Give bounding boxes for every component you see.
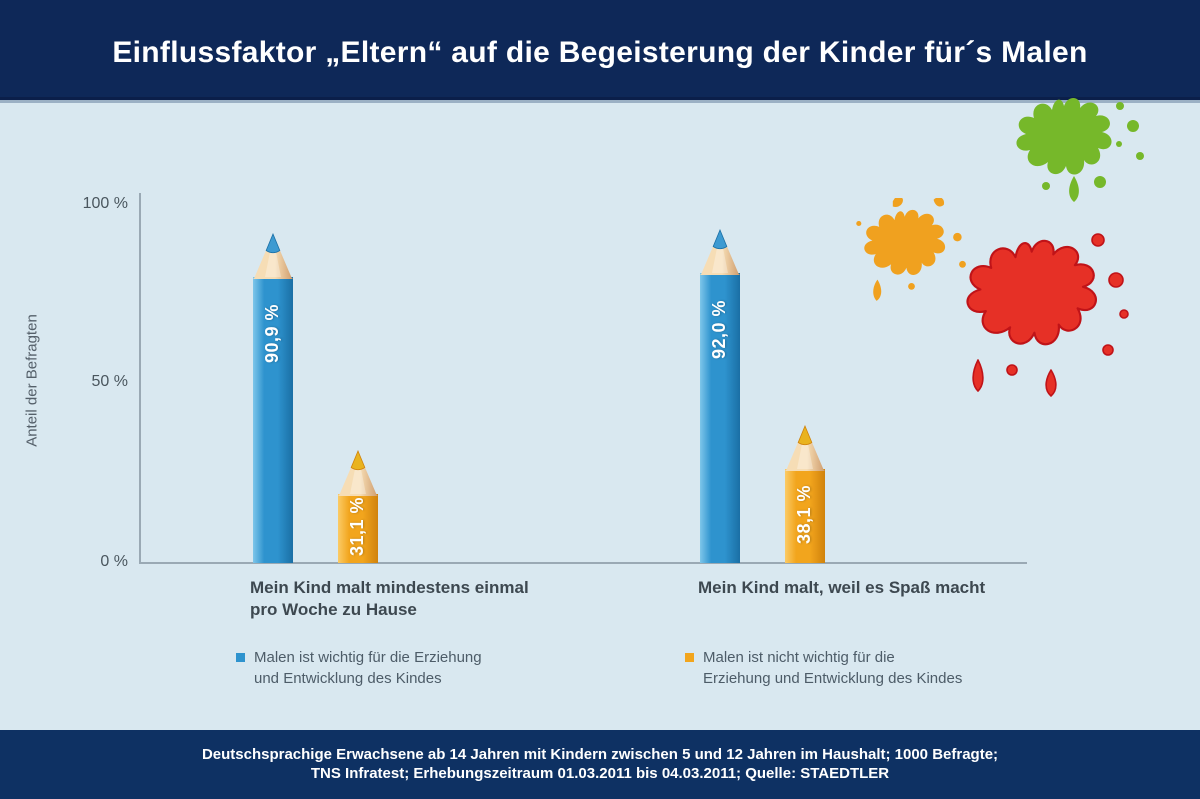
header-bar: Einflussfaktor „Eltern“ auf die Begeiste…: [0, 0, 1200, 97]
y-axis-line: [139, 193, 141, 563]
y-tick-100: 100 %: [82, 195, 128, 212]
footer-line-1: Deutschsprachige Erwachsene ab 14 Jahren…: [201, 746, 999, 763]
legend-label-1: Malen ist wichtig für die Erziehung und …: [254, 649, 482, 687]
legend-marker-2: [685, 653, 694, 662]
footer-line-2: TNS Infratest; Erhebungszeitraum 01.03.2…: [310, 765, 890, 782]
category-1-line-1: Mein Kind malt mindestens einmal: [250, 578, 529, 597]
y-axis-title: Anteil der Befragten: [23, 314, 41, 447]
header-separator-dark: [0, 97, 1200, 100]
legend-item-not-important: Malen ist nicht wichtig für die Erziehun…: [685, 647, 962, 689]
orange-paint-splat-icon: [856, 198, 966, 301]
category-label-2: Mein Kind malt, weil es Spaß macht: [698, 577, 985, 599]
legend-item-important: Malen ist wichtig für die Erziehung und …: [236, 647, 482, 689]
page-title: Einflussfaktor „Eltern“ auf die Begeiste…: [112, 36, 1088, 69]
green-paint-splat-icon: [1016, 97, 1144, 202]
legend-marker-1: [236, 653, 245, 662]
y-tick-0: 0 %: [100, 553, 128, 570]
y-tick-50: 50 %: [91, 373, 128, 390]
category-1-line-2: pro Woche zu Hause: [250, 600, 417, 619]
legend-label-2: Malen ist nicht wichtig für die Erziehun…: [703, 649, 963, 687]
category-label-1: Mein Kind malt mindestens einmal pro Woc…: [250, 577, 529, 621]
footer-bar: Deutschsprachige Erwachsene ab 14 Jahren…: [0, 730, 1200, 799]
red-paint-splat-icon: [966, 233, 1129, 397]
x-axis-line: [139, 562, 1027, 564]
category-2-line-1: Mein Kind malt, weil es Spaß macht: [698, 578, 986, 597]
header-separator-light: [0, 100, 1200, 103]
chart-panel: [0, 103, 1200, 730]
